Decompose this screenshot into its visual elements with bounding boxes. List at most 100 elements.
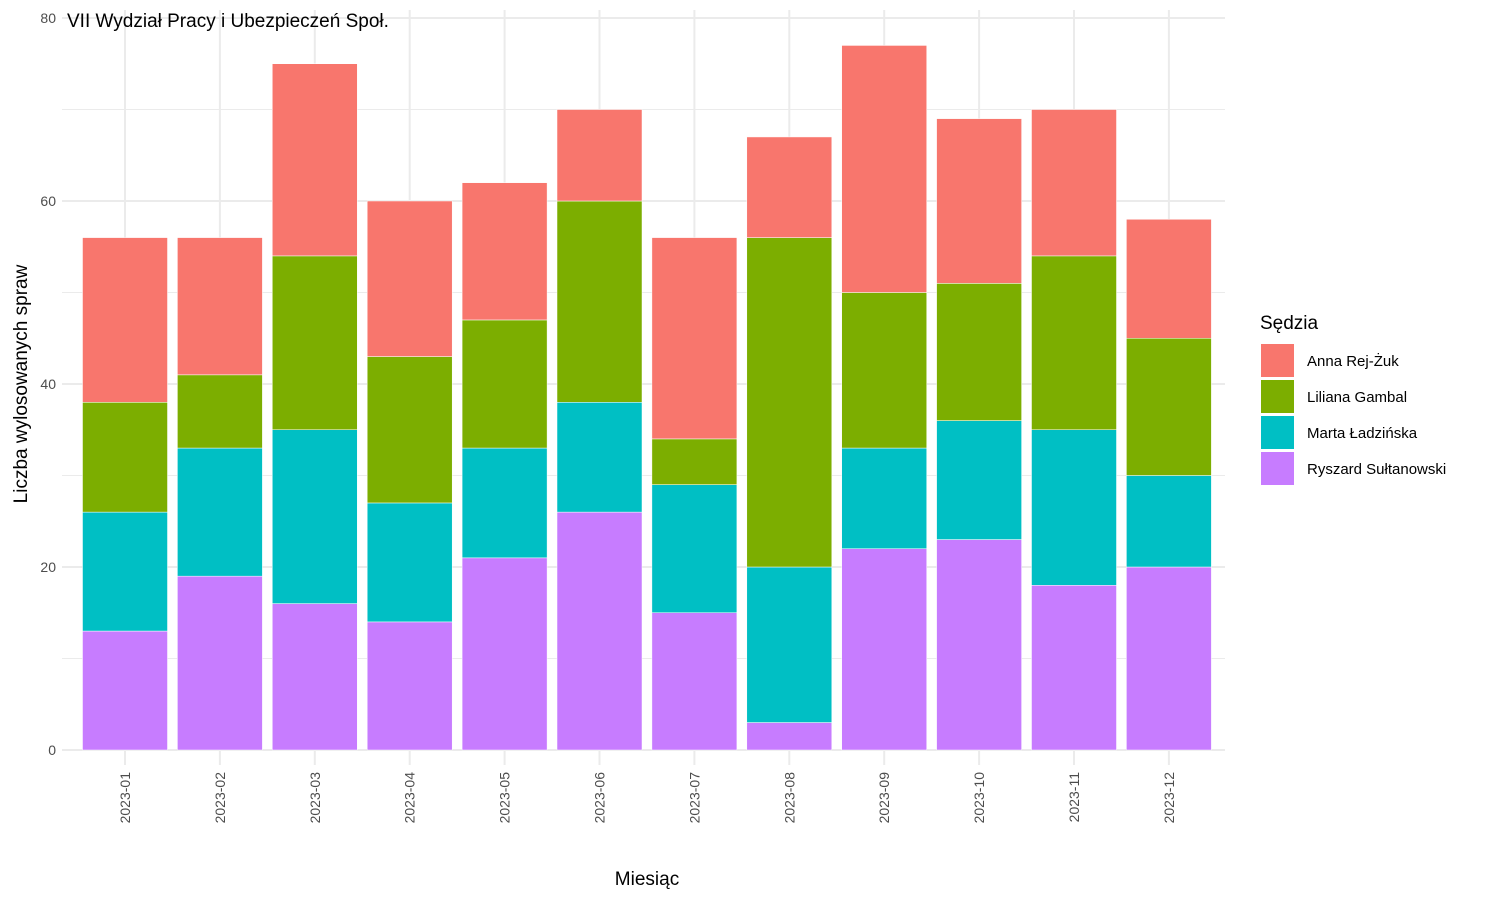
legend-label: Liliana Gambal — [1307, 389, 1407, 406]
y-axis-title: Liczba wylosowanych spraw — [11, 264, 32, 503]
bar-segment: Liliana Gambal: 19 — [1031, 255, 1117, 430]
legend-swatch — [1261, 380, 1294, 413]
x-axis-title: Miesiąc — [615, 869, 679, 890]
legend-items: Anna Rej-Żuk Liliana Gambal Marta Ładzińsk… — [1261, 344, 1446, 485]
x-tick-label: 2023-06 — [592, 772, 608, 824]
bar-stack-2023-03: Ryszard Sułtanowski: 16Marta Ładzińska: … — [272, 63, 358, 751]
bar-segment: Anna Rej-Żuk: 21 — [272, 63, 358, 257]
bar-segment: Anna Rej-Żuk: 10 — [556, 109, 643, 202]
bar-segment: Liliana Gambal: 14 — [461, 319, 548, 449]
bar-segment: Liliana Gambal: 12 — [82, 402, 168, 513]
bar-segment: Anna Rej-Żuk: 15 — [177, 237, 263, 376]
bar-segment: Anna Rej-Żuk: 11 — [746, 136, 833, 238]
bar-segment: Marta Ładzińska: 14 — [651, 484, 738, 613]
legend-item: Ryszard Sułtanowski — [1261, 452, 1446, 485]
legend-swatch — [1261, 452, 1294, 485]
bar-segment: Anna Rej-Żuk: 15 — [461, 182, 548, 321]
bar-stack-2023-04: Ryszard Sułtanowski: 14Marta Ładzińska: … — [366, 200, 453, 751]
bar-segment: Liliana Gambal: 17 — [841, 292, 927, 449]
bar-segment: Marta Ładzińska: 17 — [1031, 429, 1117, 586]
legend-label: Anna Rej-Żuk — [1307, 352, 1399, 370]
x-tick-label: 2023-07 — [686, 772, 702, 824]
bar-stack-2023-05: Ryszard Sułtanowski: 21Marta Ładzińska: … — [461, 182, 548, 751]
x-axis-ticks: 2023-01 2023-02 2023-03 2023-04 2023-05 2023-… — [117, 772, 1177, 824]
bar-segment: Anna Rej-Żuk: 27 — [841, 45, 927, 293]
y-tick-label: 80 — [40, 10, 56, 26]
y-tick-label: 20 — [40, 559, 56, 575]
bar-stack-2023-12: Ryszard Sułtanowski: 20Marta Ładzińska: … — [1126, 219, 1212, 751]
legend-swatch — [1261, 416, 1294, 449]
x-tick-label: 2023-09 — [876, 772, 892, 824]
bar-stack-2023-11: Ryszard Sułtanowski: 18Marta Ładzińska: … — [1031, 109, 1117, 751]
bar-segment: Marta Ładzińska: 10 — [1126, 475, 1212, 568]
bar-segment: Liliana Gambal: 15 — [1126, 338, 1212, 476]
bar-segment: Ryszard Sułtanowski: 3 — [746, 722, 833, 751]
bar-segment: Marta Ładzińska: 13 — [82, 511, 168, 632]
bar-segment: Liliana Gambal: 16 — [366, 356, 453, 504]
legend: Sędzia Anna Rej-Żuk Liliana Gambal Marta Ł… — [1260, 313, 1446, 485]
bar-segment: Ryszard Sułtanowski: 18 — [1031, 585, 1117, 751]
bar-segment: Anna Rej-Żuk: 18 — [936, 118, 1022, 284]
x-tick-label: 2023-12 — [1161, 772, 1177, 824]
bar-segment: Ryszard Sułtanowski: 20 — [1126, 566, 1212, 751]
bar-segment: Marta Ładzińska: 19 — [272, 429, 358, 604]
x-tick-label: 2023-01 — [117, 772, 133, 824]
bar-segment: Marta Ładzińska: 17 — [746, 566, 833, 723]
bar-segment: Marta Ładzińska: 11 — [841, 447, 927, 549]
bar-segment: Anna Rej-Żuk: 18 — [82, 237, 168, 403]
bar-stack-2023-01: Ryszard Sułtanowski: 13Marta Ładzińska: … — [82, 237, 168, 751]
chart-title: VII Wydział Pracy i Ubezpieczeń Społ. — [67, 11, 389, 32]
bar-stack-2023-10: Ryszard Sułtanowski: 23Marta Ładzińska: … — [936, 118, 1022, 751]
bar-segment: Anna Rej-Żuk: 13 — [1126, 219, 1212, 339]
bar-stack-2023-09: Ryszard Sułtanowski: 22Marta Ładzińska: … — [841, 45, 927, 751]
legend-label: Ryszard Sułtanowski — [1307, 461, 1446, 478]
bar-stack-2023-08: Ryszard Sułtanowski: 3Marta Ładzińska: 1… — [746, 136, 833, 751]
x-tick-label: 2023-03 — [307, 772, 323, 824]
bar-segment: Ryszard Sułtanowski: 23 — [936, 539, 1022, 751]
bar-segment: Liliana Gambal: 5 — [651, 438, 738, 485]
x-tick-label: 2023-11 — [1066, 772, 1082, 823]
legend-label: Marta Ładzińska — [1307, 425, 1418, 442]
bar-segment: Ryszard Sułtanowski: 14 — [366, 621, 453, 751]
x-tick-label: 2023-10 — [971, 772, 987, 824]
bar-segment: Anna Rej-Żuk: 22 — [651, 237, 738, 440]
bar-stack-2023-07: Ryszard Sułtanowski: 15Marta Ładzińska: … — [651, 237, 738, 751]
legend-item: Liliana Gambal — [1261, 380, 1407, 413]
bar-segment: Marta Ładzińska: 13 — [936, 420, 1022, 540]
bar-segment: Ryszard Sułtanowski: 15 — [651, 612, 738, 751]
bar-segment: Liliana Gambal: 22 — [556, 200, 643, 403]
y-tick-label: 0 — [48, 742, 56, 758]
bar-segment: Ryszard Sułtanowski: 21 — [461, 557, 548, 751]
bar-segment: Liliana Gambal: 8 — [177, 374, 263, 449]
y-tick-label: 40 — [40, 376, 56, 392]
bar-stack-2023-06: Ryszard Sułtanowski: 26Marta Ładzińska: … — [556, 109, 643, 751]
bar-stack-2023-02: Ryszard Sułtanowski: 19Marta Ładzińska: … — [177, 237, 263, 751]
bars-group: Ryszard Sułtanowski: 13Marta Ładzińska: … — [82, 45, 1212, 751]
bar-segment: Marta Ładzińska: 13 — [366, 502, 453, 623]
x-tick-label: 2023-04 — [402, 772, 418, 824]
legend-item: Anna Rej-Żuk — [1261, 344, 1399, 377]
legend-swatch — [1261, 344, 1294, 377]
bar-segment: Marta Ładzińska: 12 — [461, 447, 548, 559]
bar-segment: Ryszard Sułtanowski: 22 — [841, 548, 927, 751]
bar-segment: Ryszard Sułtanowski: 19 — [177, 575, 263, 751]
x-tick-label: 2023-05 — [497, 772, 513, 824]
y-axis-ticks: 0 20 40 60 80 — [40, 10, 56, 758]
bar-segment: Ryszard Sułtanowski: 13 — [82, 630, 168, 751]
x-tick-label: 2023-08 — [781, 772, 797, 824]
bar-segment: Liliana Gambal: 19 — [272, 255, 358, 430]
bar-segment: Anna Rej-Żuk: 16 — [1031, 109, 1117, 257]
bar-segment: Marta Ładzińska: 12 — [556, 402, 643, 513]
bar-segment: Marta Ładzińska: 14 — [177, 447, 263, 577]
y-tick-label: 60 — [40, 193, 56, 209]
bar-segment: Liliana Gambal: 15 — [936, 283, 1022, 421]
bar-segment: Liliana Gambal: 36 — [746, 237, 833, 568]
bar-segment: Anna Rej-Żuk: 17 — [366, 200, 453, 357]
legend-item: Marta Ładzińska — [1261, 416, 1418, 449]
bar-segment: Ryszard Sułtanowski: 16 — [272, 603, 358, 751]
x-tick-label: 2023-02 — [212, 772, 228, 824]
legend-title: Sędzia — [1260, 313, 1319, 334]
bar-segment: Ryszard Sułtanowski: 26 — [556, 511, 643, 751]
